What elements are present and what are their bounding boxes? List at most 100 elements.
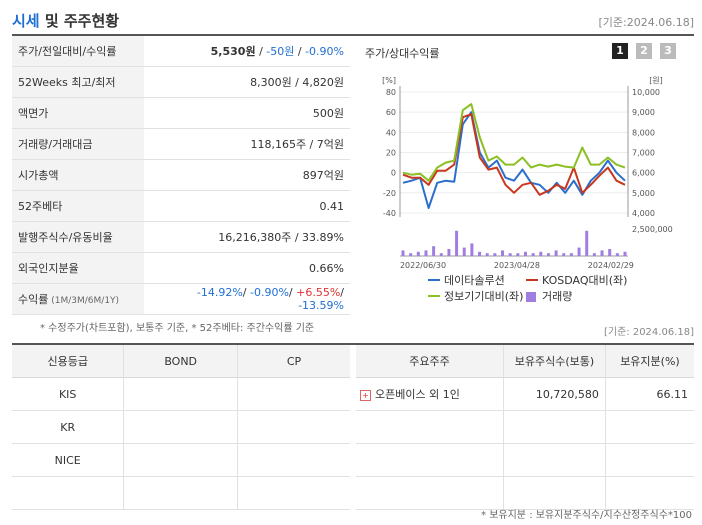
right-tick-label: 10,000 (632, 88, 660, 97)
volume-bar (555, 250, 558, 256)
holders-row (356, 477, 694, 510)
title-highlight: 시세 (12, 12, 40, 30)
right-axis-unit: [원] (649, 76, 663, 85)
holder-pct (605, 444, 694, 477)
period-button-1[interactable]: 1 (612, 43, 628, 59)
credit-cell (12, 477, 124, 510)
volume-bar (493, 253, 496, 256)
holder-name-cell (356, 477, 504, 510)
holder-pct (605, 411, 694, 444)
volume-bar (578, 248, 581, 256)
volume-bar (593, 253, 596, 256)
quote-label-text: 52Weeks 최고/최저 (18, 76, 116, 89)
quote-label: 주가/전일대비/수익률 (12, 36, 144, 67)
volume-bar (570, 253, 573, 256)
quote-row: 액면가 500원 (12, 98, 350, 129)
quote-label-text: 발행주식수/유동비율 (18, 231, 113, 244)
series-line-3 (403, 104, 625, 181)
period-button-3[interactable]: 3 (660, 43, 676, 59)
volume-bar (470, 243, 473, 256)
quote-label: 외국인지분율 (12, 253, 144, 284)
credit-cell (237, 444, 350, 477)
credit-header-1: BOND (124, 345, 238, 378)
volume-bar (486, 253, 489, 256)
period-button-2[interactable]: 2 (636, 43, 652, 59)
holder-shares (504, 411, 606, 444)
quote-label-text: 외국인지분율 (18, 262, 79, 275)
volume-bar (402, 250, 405, 256)
section-title: 시세 및 주주현황 (12, 10, 119, 31)
x-tick-label: 2024/02/29 (588, 261, 634, 270)
left-axis-unit: [%] (382, 76, 396, 85)
left-tick-label: 80 (386, 88, 396, 97)
holders-row (356, 411, 694, 444)
holder-shares (504, 477, 606, 510)
quote-value-part: / (294, 45, 305, 58)
credit-header-0: 신용등급 (12, 345, 124, 378)
quote-row: 거래량/거래대금 118,165주 / 7억원 (12, 129, 350, 160)
holder-name-cell: + 오픈베이스 외 1인 (356, 378, 504, 411)
holders-header-0: 주요주주 (356, 345, 504, 378)
quote-value-part: -14.92% (197, 286, 243, 299)
quote-value-part: 0.66% (309, 262, 344, 275)
quote-label: 52주베타 (12, 191, 144, 222)
volume-bar (463, 248, 466, 256)
shareholders-table: 주요주주 보유주식수(보통) 보유지분(%) + 오픈베이스 외 1인 10,720,5… (356, 345, 694, 510)
quote-row: 주가/전일대비/수익률 5,530원 / -50원 / -0.90% (12, 36, 350, 67)
expand-plus-icon[interactable]: + (360, 390, 371, 401)
quote-value-part: / (256, 45, 267, 58)
volume-bar (455, 231, 458, 256)
volume-bar (501, 250, 504, 256)
chart-title: 주가/상대수익률 (365, 45, 440, 61)
quote-value-part: 118,165주 / 7억원 (250, 138, 344, 151)
left-tick-label: -40 (383, 209, 396, 218)
price-chart: [%] [원] 80 10,000 60 9,000 40 8,000 20 7,000 0 6,00… (356, 36, 694, 312)
x-tick-label: 2023/04/28 (494, 261, 540, 270)
volume-bar (608, 249, 611, 256)
quote-value-part: -50원 (266, 45, 294, 58)
credit-cell (124, 411, 238, 444)
quote-label: 수익률 (1M/3M/6M/1Y) (12, 284, 144, 315)
left-tick-label: 0 (391, 169, 396, 178)
quote-value: 16,216,380주 / 33.89% (144, 222, 350, 253)
holder-name-cell (356, 444, 504, 477)
quote-value-part: / (340, 286, 344, 299)
volume-bar (539, 252, 542, 256)
quote-value-part: 5,530원 (211, 45, 256, 58)
quote-label-text: 주가/전일대비/수익률 (18, 45, 117, 58)
volume-bar (478, 252, 481, 256)
volume-bar (432, 246, 435, 256)
holder-pct: 66.11 (605, 378, 694, 411)
legend-swatch-volume (526, 292, 536, 302)
quote-row: 52주베타 0.41 (12, 191, 350, 222)
quote-label: 액면가 (12, 98, 144, 129)
quote-value-part: 897억원 (303, 169, 344, 182)
volume-bar (409, 253, 412, 256)
volume-bar (624, 252, 627, 256)
quote-row: 52Weeks 최고/최저 8,300원 / 4,820원 (12, 67, 350, 98)
quote-label: 거래량/거래대금 (12, 129, 144, 160)
quote-value: 500원 (144, 98, 350, 129)
quote-value-part: / (243, 286, 250, 299)
legend-label-1: 데이타솔루션 (444, 274, 505, 287)
holder-shares: 10,720,580 (504, 378, 606, 411)
footnote-basis: * 수정주가(차트포함), 보통주 기준, * 52주베타: 주간수익률 기준 (40, 319, 314, 334)
right-tick-label: 9,000 (632, 108, 655, 117)
holder-pct (605, 477, 694, 510)
quote-label-text: 시가총액 (18, 169, 58, 182)
quote-value-part: -13.59% (298, 299, 344, 312)
quote-value-part: +6.55% (296, 286, 340, 299)
quote-label-text: 52주베타 (18, 200, 62, 213)
quote-value-part: -0.90% (250, 286, 289, 299)
volume-bar (424, 250, 427, 256)
credit-cell (237, 477, 350, 510)
left-tick-label: 60 (386, 108, 396, 117)
quote-label-text: 수익률 (18, 293, 48, 306)
x-tick-label: 2022/06/30 (400, 261, 446, 270)
credit-header-2: CP (237, 345, 350, 378)
holders-row (356, 444, 694, 477)
quote-value: 118,165주 / 7억원 (144, 129, 350, 160)
quote-value-part: 8,300원 / 4,820원 (250, 76, 344, 89)
quote-label-text: 액면가 (18, 107, 48, 120)
left-tick-label: 20 (386, 149, 396, 158)
